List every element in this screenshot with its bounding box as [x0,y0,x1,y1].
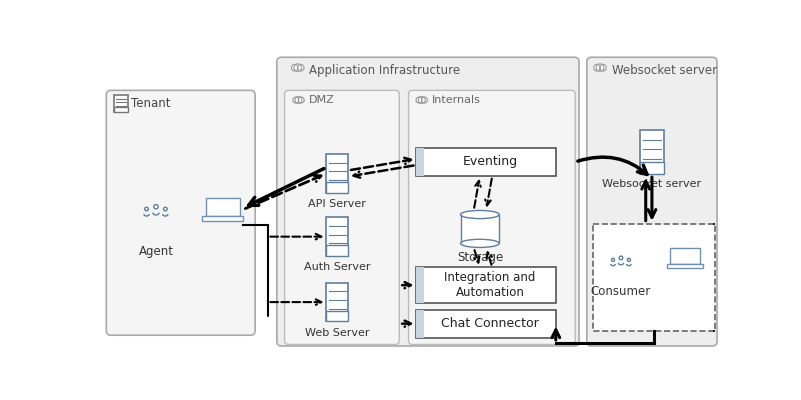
Circle shape [421,97,428,103]
FancyBboxPatch shape [594,66,606,71]
Bar [206,198,239,216]
Circle shape [627,258,630,261]
Text: Agent: Agent [139,245,174,258]
FancyBboxPatch shape [409,90,575,344]
Bar [203,216,243,221]
Circle shape [418,96,425,104]
FancyBboxPatch shape [277,57,579,346]
Bar [327,283,348,321]
Circle shape [596,64,604,72]
FancyBboxPatch shape [293,99,304,103]
Text: Chat Connector: Chat Connector [441,317,539,330]
Bar [417,268,556,303]
Bar [593,224,715,331]
Circle shape [292,64,298,71]
Bar [640,130,663,174]
Text: Websocket server: Websocket server [602,179,702,189]
Bar [417,148,424,176]
Circle shape [297,64,304,71]
Circle shape [295,96,302,104]
Bar [327,182,348,193]
Circle shape [294,64,302,72]
Text: Websocket server: Websocket server [612,64,717,77]
Bar [417,310,556,338]
Text: Integration and
Automation: Integration and Automation [445,271,536,299]
Bar [667,264,703,268]
Circle shape [611,258,614,261]
Bar [640,162,663,174]
Text: DMZ: DMZ [308,95,334,105]
Text: Web Server: Web Server [305,328,369,338]
Ellipse shape [461,210,499,219]
Text: API Server: API Server [308,199,366,209]
Circle shape [416,97,422,103]
Bar [417,148,556,176]
Circle shape [600,64,606,71]
FancyBboxPatch shape [107,90,256,335]
FancyBboxPatch shape [284,90,399,344]
Circle shape [298,97,304,103]
Bar [417,268,424,303]
Circle shape [154,205,158,209]
Bar [327,245,348,256]
Text: Eventing: Eventing [462,156,517,168]
Bar [461,214,499,243]
Circle shape [163,207,167,211]
Circle shape [594,64,600,71]
Text: Internals: Internals [432,95,481,105]
Bar [114,107,128,112]
Bar [327,218,348,256]
FancyBboxPatch shape [417,99,427,103]
Text: Storage: Storage [457,250,503,264]
Bar [670,248,700,264]
Circle shape [145,207,148,211]
Text: Application Infrastructure: Application Infrastructure [309,64,461,77]
Circle shape [293,97,299,103]
Text: Tenant: Tenant [131,97,171,110]
Circle shape [619,256,622,260]
Bar [114,95,128,112]
FancyBboxPatch shape [587,57,717,346]
Text: Auth Server: Auth Server [304,262,371,272]
Ellipse shape [461,239,499,248]
Bar [327,154,348,193]
Text: Consumer: Consumer [591,285,651,298]
Bar [327,310,348,321]
FancyBboxPatch shape [292,66,304,71]
Bar [417,310,424,338]
